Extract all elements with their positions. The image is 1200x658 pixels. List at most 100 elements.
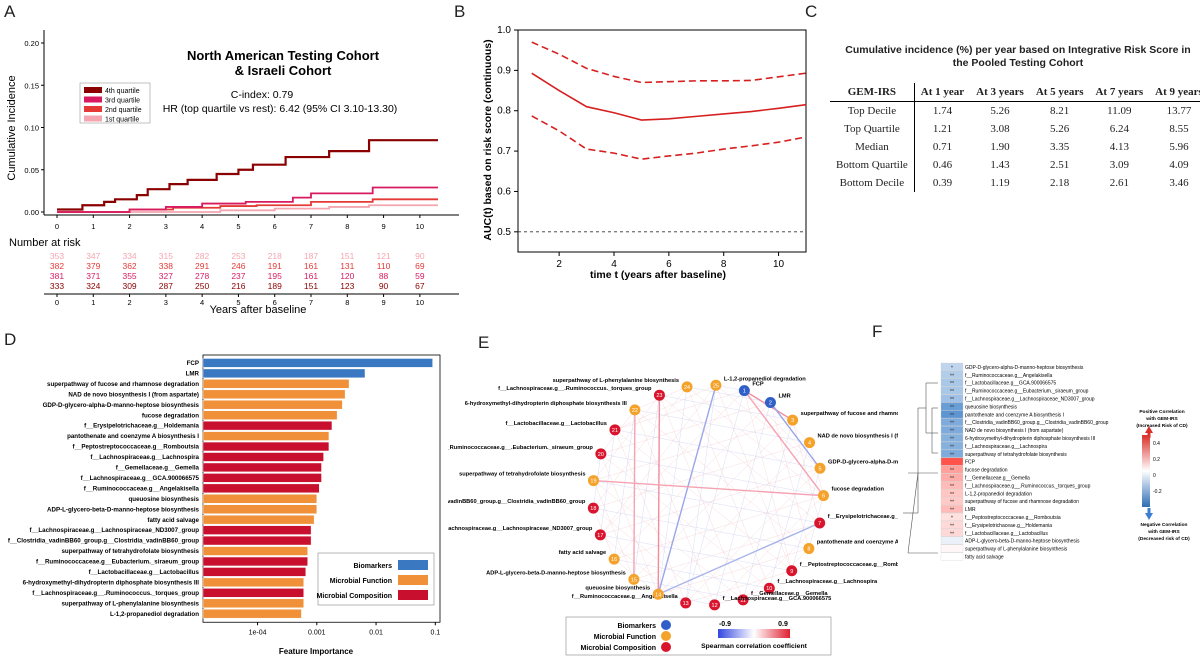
panel-f-sig: *	[951, 516, 954, 522]
panel-d-legend: Biomarkers Microbial Function Microbial Co…	[317, 552, 435, 606]
panel-d-xtick: 1e-04	[249, 629, 267, 636]
panel-c-table-row: Top Quartile 1.21 3.08 5.26 6.24 8.55	[830, 120, 1200, 138]
panel-e-edge	[743, 390, 825, 497]
panel-d-legend-label: Microbial Composition	[317, 593, 392, 600]
panel-e-node-number: 11	[740, 598, 746, 604]
panel-e-colorbar-label: Spearman correlation coefficient	[701, 643, 807, 650]
panel-f-scale-tick: 0	[1153, 473, 1156, 479]
panel-d-category-label: f__Peptostreptococcaceae.g__Romboutsia	[72, 444, 199, 451]
panel-a-risk-value: 191	[268, 261, 282, 271]
panel-a-risk-value: 315	[159, 251, 173, 261]
panel-a-xtick: 4	[200, 222, 204, 231]
panel-a-hr: HR (top quartile vs rest): 6.42 (95% CI …	[163, 103, 398, 115]
panel-f-up-arrow	[1145, 426, 1153, 438]
panel-e-node-number: 12	[712, 603, 718, 609]
panel-f-scale-tick: -0.2	[1153, 489, 1162, 495]
panel-e-edge	[659, 395, 820, 524]
panel-f-cell	[940, 465, 964, 474]
panel-f-cell	[940, 481, 964, 490]
panel-f-row-label: f__Lachnospiraceae.g__Lachnospira	[965, 444, 1047, 450]
panel-e-node-label: f__Ruminococcaceae.g__.Eubacterium._sira…	[448, 445, 593, 451]
panel-a-risk-xtick: 5	[236, 298, 240, 307]
panel-e-edge	[593, 386, 688, 509]
panel-e-edge	[600, 453, 659, 595]
panel-b-xtick: 10	[773, 259, 785, 270]
panel-c-table-row: Median 0.71 1.90 3.35 4.13 5.96	[830, 138, 1200, 156]
panel-a-risk-xtick: 8	[345, 298, 349, 307]
panel-e-node-number: 8	[807, 547, 810, 553]
panel-e-legend-dot	[661, 620, 671, 630]
panel-a-xtick: 10	[416, 222, 424, 231]
panel-a-risk-value: 327	[159, 271, 173, 281]
panel-e-node-label: f__Gemellaceae.g__Gemella	[751, 591, 828, 597]
panel-e-edge	[600, 453, 770, 589]
panel-e-colorbar	[718, 629, 790, 638]
panel-d-category-label: f__Lachnospiraceae.g__Lachnospira	[90, 454, 199, 461]
panel-c-table-cell: 13.77	[1166, 105, 1192, 117]
panel-a-risk-value: 123	[340, 281, 354, 291]
panel-d-legend-label: Biomarkers	[353, 563, 392, 570]
panel-e-edge	[657, 385, 717, 595]
panel-f-sig: **	[950, 413, 955, 419]
panel-e-edge	[600, 453, 824, 496]
panel-f-neg-label: (Decreased risk of CD)	[1138, 536, 1190, 542]
panel-a-risk-value: 382	[50, 261, 64, 271]
panel-e-node-label: f__Lachnospiraceae.g__Lachnospira	[777, 579, 878, 585]
panel-e-edge	[593, 507, 809, 549]
panel-f-cell	[940, 544, 964, 553]
panel-c-header-cell: At 7 years	[1089, 83, 1150, 102]
panel-c-table-cell: 8.55	[1169, 123, 1189, 135]
panel-f-row-label: ADP-L-glycero-beta-D-manno-heptose biosy…	[965, 539, 1080, 545]
panel-f-row-label: LMR	[965, 507, 976, 513]
panel-b-ci-line	[531, 41, 807, 84]
panel-b-auc-line	[531, 72, 807, 121]
panel-e-node-number: 16	[611, 557, 617, 563]
panel-e-legend: Biomarkers Microbial Function Microbial Co…	[565, 616, 832, 656]
panel-f-sig: **	[950, 523, 955, 529]
panel-f-row-label: superpathway of tetrahydrofolate biosynt…	[965, 452, 1067, 458]
panel-c-header-row: GEM-IRS At 1 year At 3 years At 5 years At 7…	[830, 83, 1200, 102]
panel-c-table-cell: 1.43	[990, 159, 1010, 171]
panel-a-risk-value: 195	[268, 271, 282, 281]
panel-f-cell	[940, 410, 964, 419]
panel-e-node	[680, 597, 692, 609]
panel-a-risk-value: 347	[86, 251, 100, 261]
panel-f-cell	[940, 497, 964, 506]
panel-e-node	[653, 389, 665, 401]
panel-a-km-chart: Cumulative Incidence North American Test…	[6, 30, 459, 316]
panel-f-cell	[940, 386, 964, 395]
panel-c-table-wrap: GEM-IRS At 1 year At 3 years At 5 years At 7…	[830, 83, 1200, 192]
panel-e-node	[709, 599, 721, 611]
panel-e-edge	[769, 402, 821, 469]
panel-c-table-cell: 5.26	[990, 105, 1010, 117]
panel-a-xtick: 6	[273, 222, 277, 231]
panel-a-risk-value: 253	[231, 251, 245, 261]
panel-c-table-cell: 0.46	[932, 159, 953, 171]
panel-e-edge	[600, 534, 686, 604]
panel-e-node	[763, 582, 775, 594]
panel-d-category-label: LMR	[186, 370, 200, 377]
panel-a-legend-swatch	[84, 115, 102, 122]
panel-d-bar	[202, 609, 302, 619]
panel-a-risk-value: 67	[415, 281, 425, 291]
panel-f-row-label: fatty acid salvage	[965, 555, 1004, 561]
panel-a-legend-label: 4th quartile	[105, 88, 140, 95]
panel-a-ytick: 0.15	[24, 81, 39, 90]
panel-a-risk-xtick: 7	[309, 298, 313, 307]
panel-c-table-row: Bottom Quartile 0.46 1.43 2.51 3.09 4.09	[830, 156, 1200, 174]
panel-c-table-cell: Bottom Decile	[830, 174, 915, 192]
panel-a-risk-xtick: 6	[273, 298, 277, 307]
panel-a-risk-xtick: 3	[164, 298, 168, 307]
panel-e-node	[587, 502, 599, 514]
panel-f-cell	[940, 489, 964, 498]
panel-letter-d: D	[4, 330, 17, 349]
panel-e-node	[629, 404, 641, 416]
panel-c-table-cell: Bottom Quartile	[830, 156, 915, 174]
panel-d-bar	[202, 577, 304, 587]
panel-e-node-label: superpathway of tetrahydrofolate biosynt…	[459, 472, 585, 478]
panel-e-node	[681, 381, 693, 393]
panel-d-xtick: 0.01	[369, 629, 383, 636]
panel-e-node-label: GDP-D-glycero-alpha-D-manno-heptose bios…	[828, 459, 898, 465]
panel-e-edge	[659, 395, 744, 600]
panel-e-node-number: 21	[612, 428, 618, 434]
